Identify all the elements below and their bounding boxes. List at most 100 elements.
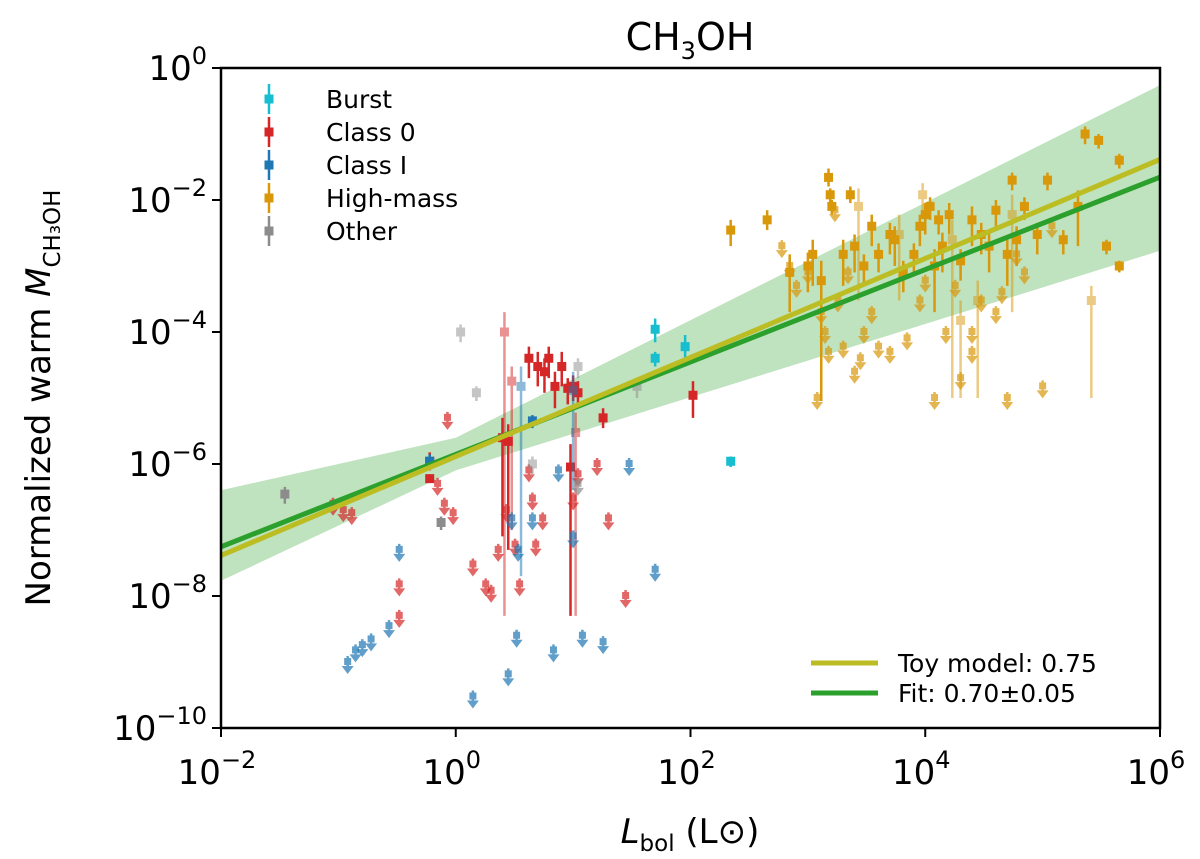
- upper-limit-arrowhead: [393, 553, 406, 562]
- data-point: [539, 358, 549, 393]
- upper-limit-arrowhead: [567, 540, 580, 549]
- marker-square: [573, 388, 583, 398]
- upper-limit-marker: [811, 392, 824, 410]
- data-point: [885, 222, 895, 255]
- data-point: [1073, 190, 1083, 247]
- upper-limit-marker: [567, 492, 580, 511]
- marker-square: [1080, 129, 1090, 139]
- upper-limit-marker: [526, 492, 539, 511]
- x-tick-label: 10−2: [178, 746, 257, 793]
- upper-limit-arrowhead: [1045, 230, 1058, 239]
- marker-square: [991, 205, 1001, 215]
- data-point: [456, 324, 466, 343]
- marker-square: [527, 459, 537, 469]
- marker-square: [956, 315, 966, 325]
- data-point: [824, 168, 834, 187]
- upper-limit-marker: [349, 644, 362, 663]
- x-tick-label: 100: [422, 746, 481, 793]
- marker-square: [1073, 201, 1083, 211]
- upper-limit-marker: [901, 332, 914, 351]
- data-point: [571, 412, 581, 616]
- upper-limit-marker: [939, 326, 952, 344]
- upper-limit-arrowhead: [901, 342, 914, 351]
- upper-limit-arrowhead: [597, 646, 610, 655]
- data-point: [280, 486, 290, 504]
- upper-limit-marker: [1010, 248, 1023, 267]
- upper-limit-arrowhead: [854, 362, 867, 371]
- marker-square: [456, 327, 466, 337]
- upper-limit-arrowhead: [1018, 276, 1031, 285]
- marker-square: [803, 261, 813, 271]
- marker-square: [544, 353, 554, 363]
- marker-square: [1042, 175, 1052, 185]
- upper-limit-marker: [1001, 392, 1014, 410]
- upper-limit-arrowhead: [811, 402, 824, 410]
- data-point: [859, 254, 869, 286]
- y-tick-label: 10−2: [128, 174, 207, 221]
- data-point: [544, 346, 554, 379]
- upper-limit-arrowhead: [383, 630, 396, 639]
- upper-limit-arrowhead: [512, 553, 525, 562]
- y-tick-label: 10−6: [128, 438, 207, 485]
- upper-limit-arrowhead: [828, 214, 841, 223]
- marker-square: [854, 201, 864, 211]
- marker-square: [894, 230, 904, 240]
- series-high-mass: [726, 126, 1124, 410]
- marker-square: [425, 474, 435, 484]
- legend-item-burst: Burst: [264, 84, 392, 114]
- marker-square: [527, 416, 537, 426]
- upper-limit-arrowhead: [949, 289, 962, 298]
- marker-square: [524, 353, 534, 363]
- upper-limit-arrowhead: [466, 568, 479, 577]
- marker-square: [516, 381, 526, 391]
- marker-square: [503, 436, 513, 446]
- data-point: [471, 386, 481, 402]
- toy-model-line: [221, 157, 1160, 558]
- upper-limit-marker: [649, 563, 662, 582]
- data-point: [1114, 260, 1124, 273]
- marker-square: [909, 249, 919, 259]
- upper-limit-arrowhead: [939, 336, 952, 344]
- upper-limit-marker: [529, 538, 542, 557]
- marker-square: [867, 221, 877, 231]
- fit-line: [221, 174, 1160, 550]
- marker-square: [762, 215, 772, 225]
- data-point: [726, 219, 736, 247]
- data-point: [568, 371, 578, 491]
- upper-limit-marker: [512, 543, 525, 562]
- upper-limit-marker: [949, 279, 962, 298]
- marker-square: [918, 190, 928, 200]
- series-burst: [650, 318, 736, 468]
- upper-limit-marker: [965, 345, 978, 364]
- upper-limit-arrowhead: [502, 678, 515, 687]
- upper-limit-arrowhead: [837, 350, 850, 359]
- upper-limit-marker: [1018, 266, 1031, 285]
- upper-limit-marker: [857, 326, 870, 344]
- marker-square: [436, 517, 446, 527]
- data-point: [550, 371, 560, 409]
- data-point: [557, 351, 567, 387]
- upper-limit-marker: [975, 294, 988, 313]
- legend-label: High-mass: [326, 184, 458, 213]
- data-point: [533, 351, 543, 387]
- legend-marker: [264, 193, 274, 203]
- upper-limit-arrowhead: [441, 421, 454, 430]
- upper-limit-arrowhead: [865, 316, 878, 325]
- marker-square: [885, 230, 895, 240]
- marker-square: [650, 324, 660, 334]
- upper-limit-arrowhead: [848, 375, 861, 384]
- legend-item-class-0: Class 0: [264, 117, 416, 147]
- upper-limit-marker: [883, 345, 896, 364]
- upper-limit-arrowhead: [995, 296, 1008, 305]
- data-point: [563, 378, 573, 405]
- marker-square: [1086, 296, 1096, 306]
- x-tick-label: 102: [657, 746, 716, 793]
- legend-label: Class 0: [326, 118, 416, 147]
- upper-limit-marker: [790, 279, 803, 298]
- upper-limit-marker: [438, 497, 451, 516]
- marker-square: [573, 362, 583, 372]
- upper-limit-arrowhead: [576, 639, 589, 648]
- data-point: [867, 214, 877, 247]
- upper-limit-arrowhead: [365, 643, 378, 652]
- upper-limit-arrowhead: [341, 666, 354, 674]
